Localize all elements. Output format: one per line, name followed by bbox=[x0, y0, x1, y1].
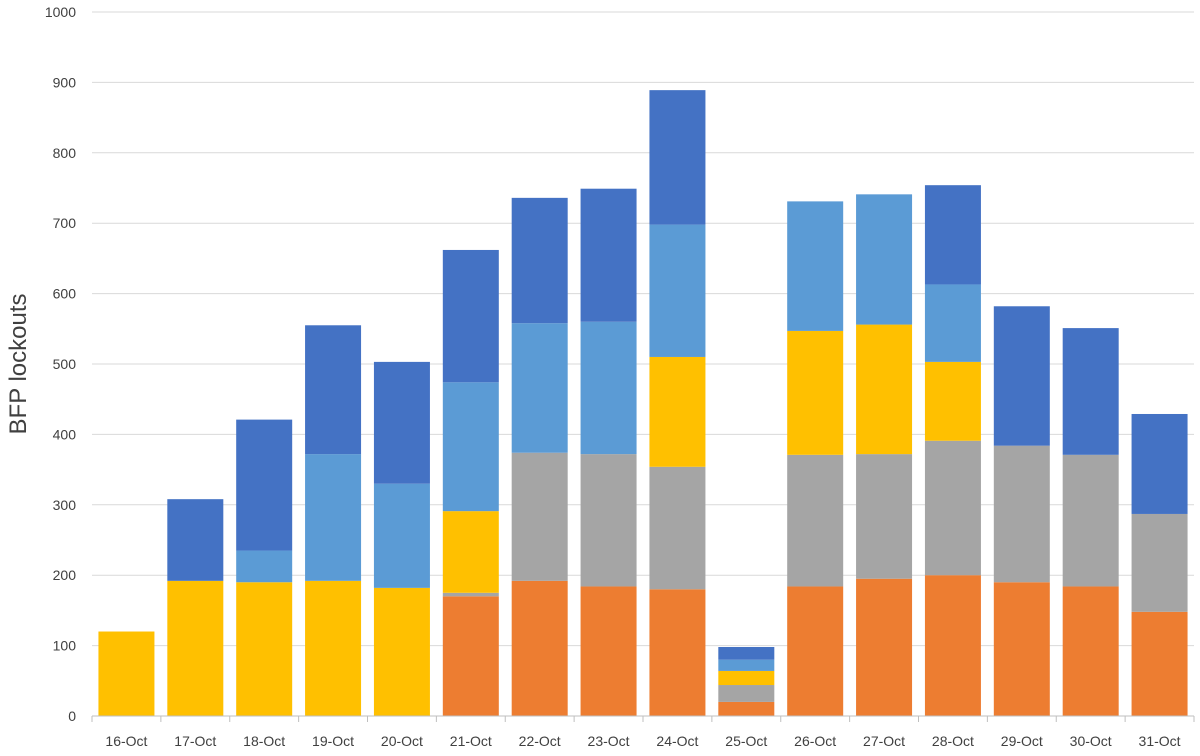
bar-segment bbox=[787, 454, 844, 587]
bar-segment bbox=[580, 454, 637, 587]
bar-segment bbox=[511, 197, 568, 324]
bar-segment bbox=[442, 249, 499, 383]
bar-segment bbox=[1062, 586, 1119, 716]
bar-segment bbox=[167, 499, 224, 581]
y-tick-label: 1000 bbox=[45, 4, 76, 20]
bar-segment bbox=[305, 325, 362, 455]
bar-segment bbox=[442, 511, 499, 593]
bar-segment bbox=[373, 483, 430, 588]
x-tick-label: 21-Oct bbox=[450, 733, 492, 749]
bar-segment bbox=[649, 224, 706, 357]
bar-segment bbox=[305, 580, 362, 716]
bar-segment bbox=[856, 454, 913, 579]
bar-segment bbox=[856, 194, 913, 325]
bar-segment bbox=[511, 323, 568, 453]
bar-segment bbox=[373, 587, 430, 716]
x-tick-label: 16-Oct bbox=[105, 733, 147, 749]
bar-segment bbox=[236, 550, 293, 583]
bar-segment bbox=[580, 321, 637, 455]
bar-segment bbox=[993, 306, 1050, 446]
bar-segment bbox=[718, 647, 775, 660]
bar-segment bbox=[718, 685, 775, 702]
bar-segment bbox=[649, 466, 706, 590]
x-tick-label: 23-Oct bbox=[588, 733, 630, 749]
bar-segment bbox=[167, 580, 224, 716]
x-tick-label: 18-Oct bbox=[243, 733, 285, 749]
bar-segment bbox=[924, 440, 981, 576]
bar-segment bbox=[98, 631, 155, 716]
bar-segment bbox=[580, 188, 637, 322]
bar-segment bbox=[649, 90, 706, 225]
bar-segment bbox=[236, 582, 293, 716]
bar-segment bbox=[787, 330, 844, 455]
bar-segment bbox=[993, 445, 1050, 583]
y-tick-label: 500 bbox=[53, 356, 77, 372]
x-tick-label: 27-Oct bbox=[863, 733, 905, 749]
x-tick-label: 22-Oct bbox=[519, 733, 561, 749]
bar-segment bbox=[442, 382, 499, 512]
y-axis-title: BFP lockouts bbox=[5, 294, 32, 435]
bar-segment bbox=[373, 361, 430, 484]
bar-segment bbox=[787, 201, 844, 331]
y-tick-label: 800 bbox=[53, 145, 77, 161]
bar-segment bbox=[924, 361, 981, 441]
bar-segment bbox=[718, 659, 775, 671]
bar-segment bbox=[924, 284, 981, 362]
bar-segment bbox=[924, 185, 981, 285]
bar-segment bbox=[1131, 513, 1188, 612]
bar-segment bbox=[718, 701, 775, 716]
x-tick-label: 19-Oct bbox=[312, 733, 354, 749]
x-tick-label: 17-Oct bbox=[174, 733, 216, 749]
bar-segment bbox=[1062, 328, 1119, 455]
x-tick-label: 24-Oct bbox=[656, 733, 698, 749]
x-tick-label: 28-Oct bbox=[932, 733, 974, 749]
bar-segment bbox=[511, 452, 568, 581]
y-tick-label: 200 bbox=[53, 567, 77, 583]
x-tick-label: 31-Oct bbox=[1139, 733, 1181, 749]
x-tick-label: 29-Oct bbox=[1001, 733, 1043, 749]
bar-segment bbox=[856, 578, 913, 716]
y-tick-label: 600 bbox=[53, 286, 77, 302]
bar-segment bbox=[1131, 611, 1188, 716]
bar-segment bbox=[856, 324, 913, 455]
x-tick-label: 30-Oct bbox=[1070, 733, 1112, 749]
bar-segment bbox=[1062, 454, 1119, 587]
bar-segment bbox=[511, 580, 568, 716]
bar-segment bbox=[649, 356, 706, 467]
y-tick-label: 900 bbox=[53, 74, 77, 90]
y-tick-label: 0 bbox=[68, 708, 76, 724]
bar-segment bbox=[580, 586, 637, 716]
x-tick-label: 25-Oct bbox=[725, 733, 767, 749]
bar-segment bbox=[924, 575, 981, 716]
bar-segment bbox=[442, 592, 499, 597]
bar-segment bbox=[305, 454, 362, 581]
bar-segment bbox=[649, 589, 706, 716]
bar-segment bbox=[718, 670, 775, 686]
bars bbox=[98, 90, 1188, 716]
bar-segment bbox=[787, 586, 844, 716]
y-tick-label: 300 bbox=[53, 497, 77, 513]
axes: 0 100 200 300 400 500 600 700 800 900 1000 16-Oct 17… bbox=[45, 4, 1195, 749]
bar-segment bbox=[442, 596, 499, 716]
bar-segment bbox=[236, 419, 293, 551]
y-tick-label: 700 bbox=[53, 215, 77, 231]
y-tick-label: 400 bbox=[53, 426, 77, 442]
bar-segment bbox=[1131, 413, 1188, 514]
x-tick-label: 20-Oct bbox=[381, 733, 423, 749]
y-tick-label: 100 bbox=[53, 638, 77, 654]
x-tick-label: 26-Oct bbox=[794, 733, 836, 749]
bar-segment bbox=[993, 582, 1050, 716]
